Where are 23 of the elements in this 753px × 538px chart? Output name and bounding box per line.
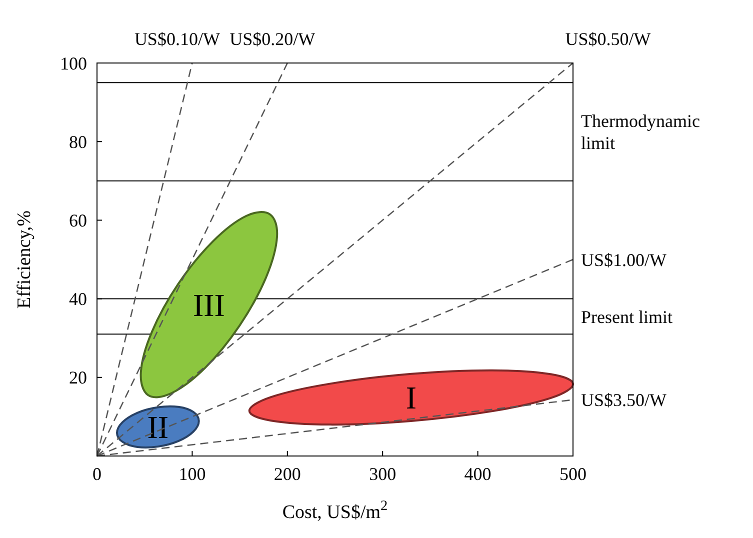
y-tick-label: 80	[69, 132, 87, 152]
series-label: II	[147, 409, 169, 446]
x-tick-label: 200	[274, 464, 301, 484]
series-label: US$3.50/W	[581, 390, 667, 410]
series-label: III	[192, 286, 225, 323]
x-tick-label: 0	[92, 464, 102, 484]
y-axis-title: Efficiency,%	[14, 210, 35, 309]
ref-line-label: Thermodynamic limit	[581, 111, 700, 154]
y-tick-label: 60	[69, 210, 87, 230]
series-label: US$0.20/W	[230, 29, 316, 49]
y-tick-label: 100	[60, 53, 87, 74]
x-tick-label: 400	[464, 464, 492, 484]
ref-line-label: Present limit	[581, 306, 672, 327]
series-label: US$1.00/W	[581, 250, 667, 270]
x-tick-label: 100	[178, 464, 206, 484]
x-axis-title: Cost, US$/m$^{2}$	[282, 498, 388, 523]
series-label: US$0.50/W	[565, 29, 651, 49]
series-label: I	[406, 380, 416, 416]
y-tick-label: 40	[69, 289, 87, 310]
series-label: US$0.10/W	[134, 29, 220, 49]
x-tick-label: 300	[369, 464, 396, 484]
x-tick-label: 500	[560, 464, 586, 484]
y-tick-label: 20	[69, 368, 87, 388]
